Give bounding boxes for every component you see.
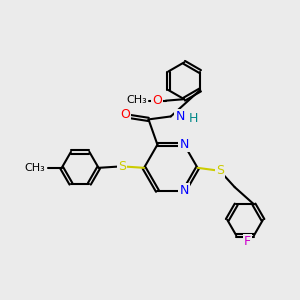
Text: N: N: [179, 184, 189, 197]
Text: CH₃: CH₃: [126, 95, 147, 105]
Text: N: N: [175, 110, 184, 123]
Text: O: O: [152, 94, 162, 107]
Text: N: N: [179, 138, 189, 151]
Text: H: H: [189, 112, 199, 125]
Text: CH₃: CH₃: [24, 163, 45, 173]
Text: O: O: [120, 108, 130, 121]
Text: S: S: [216, 164, 224, 177]
Text: S: S: [118, 160, 126, 173]
Text: F: F: [244, 235, 251, 248]
